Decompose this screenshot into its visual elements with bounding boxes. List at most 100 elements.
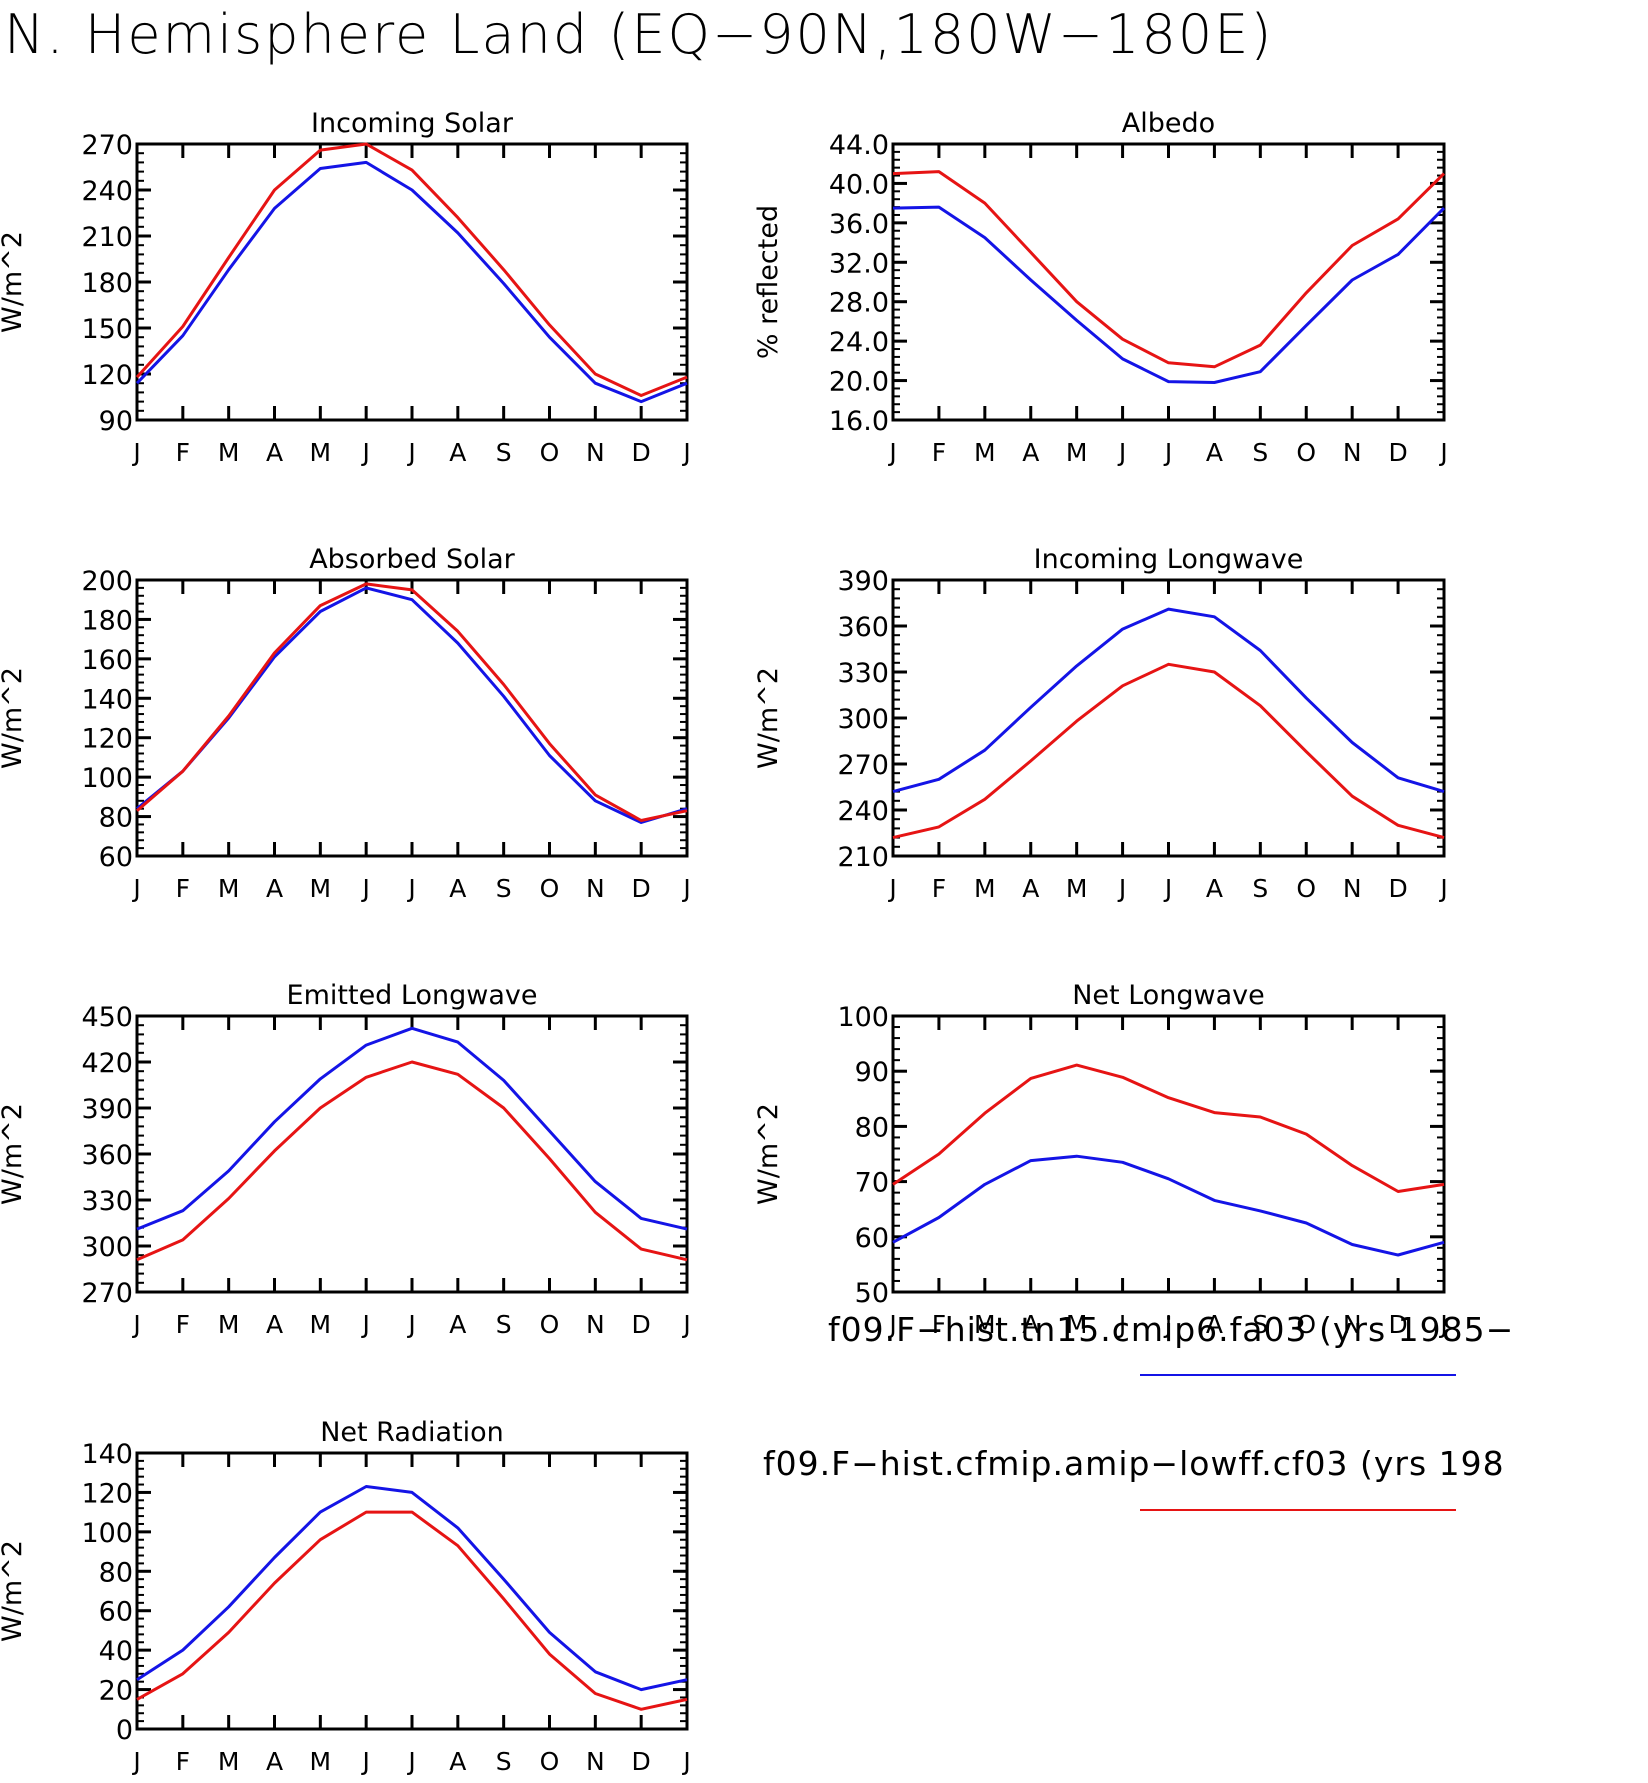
chart-6-xtick-label: A — [1022, 1310, 1039, 1339]
chart-1-xtick-label: S — [496, 438, 512, 467]
chart-7-xtick-label: M — [310, 1747, 332, 1776]
chart-1-xtick-label: A — [266, 438, 283, 467]
chart-6-xtick-label: J — [887, 1310, 896, 1339]
chart-6-ylabel: W/m^2 — [753, 1103, 784, 1205]
chart-4-ytick-label: 240 — [837, 796, 889, 827]
chart-4-xtick-label: F — [932, 874, 946, 903]
chart-3-ytick-label: 180 — [81, 605, 133, 636]
chart-1-ytick-label: 90 — [99, 406, 133, 437]
chart-3-ylabel: W/m^2 — [0, 667, 28, 769]
chart-1-xtick-label: J — [131, 438, 140, 467]
chart-1-series-2-line — [135, 142, 688, 397]
chart-3-xtick-label: F — [176, 874, 190, 903]
chart-5-ytick-label: 330 — [81, 1186, 133, 1217]
chart-2-ytick-label: 40.0 — [829, 169, 889, 200]
chart-7-ytick-label: 120 — [81, 1478, 133, 1509]
chart-5-xtick-label: J — [406, 1310, 415, 1339]
legend-entry-2-line — [1140, 1509, 1456, 1511]
chart-2-ylabel: % reflected — [753, 205, 784, 359]
chart-7-xtick-label: S — [496, 1747, 512, 1776]
chart-7-xtick-label: O — [540, 1747, 560, 1776]
chart-4-ytick-label: 210 — [837, 842, 889, 873]
chart-7-series-2-line — [136, 1510, 688, 1711]
chart-3-xtick-label: J — [360, 874, 369, 903]
chart-4-xtick-label: A — [1206, 874, 1223, 903]
chart-2-ytick-label: 24.0 — [829, 327, 889, 358]
chart-4-ytick-label: 300 — [837, 704, 889, 735]
chart-5-xtick-label: M — [310, 1310, 332, 1339]
chart-3-xtick-label: S — [496, 874, 512, 903]
chart-1-ytick-label: 210 — [81, 222, 133, 253]
chart-3-series-2-line — [136, 582, 688, 822]
chart-5-xtick-label: A — [449, 1310, 466, 1339]
chart-1-xtick-label: A — [449, 438, 466, 467]
chart-5-ytick-label: 270 — [81, 1278, 133, 1309]
chart-1-ytick-label: 120 — [81, 360, 133, 391]
chart-3-xtick-label: M — [218, 874, 240, 903]
chart-4-xtick-label: J — [1438, 874, 1447, 903]
chart-2-xtick-label: N — [1343, 438, 1362, 467]
chart-7-ytick-label: 0 — [116, 1715, 133, 1746]
legend-entry-2-label: f09.F−hist.cfmip.amip−lowff.cf03 (yrs 19… — [763, 1444, 1505, 1483]
chart-5-ytick-label: 450 — [81, 1002, 133, 1033]
chart-7-xtick-label: A — [449, 1747, 466, 1776]
chart-2-xtick-label: A — [1022, 438, 1039, 467]
chart-2-ytick-label: 32.0 — [829, 248, 889, 279]
chart-1-series-1-line — [135, 160, 688, 404]
chart-5-series-1-line — [136, 1026, 688, 1231]
chart-5-ytick-label: 360 — [81, 1140, 133, 1171]
chart-3-xtick-label: A — [266, 874, 283, 903]
chart-5-xtick-label: J — [131, 1310, 140, 1339]
chart-4-ytick-label: 360 — [837, 612, 889, 643]
chart-5-ytick-label: 390 — [81, 1094, 133, 1125]
chart-3-ytick-label: 80 — [99, 803, 133, 834]
chart-4-xtick-label: J — [887, 874, 896, 903]
chart-2-ytick-label: 36.0 — [829, 209, 889, 240]
chart-2-ytick-label: 44.0 — [829, 130, 889, 161]
chart-3-ytick-label: 100 — [81, 763, 133, 794]
chart-5-xtick-label: D — [632, 1310, 651, 1339]
chart-7-ytick-label: 40 — [99, 1636, 133, 1667]
chart-2-title: Albedo — [1122, 108, 1215, 139]
chart-4-xtick-label: M — [1066, 874, 1088, 903]
chart-7-ytick-label: 80 — [99, 1557, 133, 1588]
chart-2-xtick-label: J — [887, 438, 896, 467]
chart-7-ylabel: W/m^2 — [0, 1540, 28, 1642]
chart-7-xtick-label: N — [586, 1747, 605, 1776]
chart-1-xtick-label: J — [406, 438, 415, 467]
chart-6-series-2-line — [892, 1063, 1445, 1193]
chart-5-xtick-label: N — [586, 1310, 605, 1339]
chart-6-ytick-label: 100 — [837, 1002, 889, 1033]
chart-6-xtick-label: J — [1163, 1310, 1172, 1339]
chart-4-frame — [891, 578, 1446, 858]
chart-2-ytick-label: 20.0 — [829, 367, 889, 398]
chart-1-title: Incoming Solar — [311, 108, 514, 139]
chart-2-xtick-label: J — [1117, 438, 1126, 467]
chart-2-xtick-label: J — [1163, 438, 1172, 467]
chart-3-ytick-label: 60 — [99, 842, 133, 873]
chart-6-xtick-label: F — [932, 1310, 946, 1339]
chart-6-xtick-label: M — [1066, 1310, 1088, 1339]
legend-entry-1-line — [1140, 1374, 1456, 1376]
chart-5-xtick-label: J — [681, 1310, 690, 1339]
chart-1-ytick-label: 150 — [81, 314, 133, 345]
chart-6-series-1-line — [892, 1154, 1445, 1257]
chart-4-xtick-label: N — [1343, 874, 1362, 903]
chart-7-xtick-label: J — [406, 1747, 415, 1776]
chart-2-xtick-label: M — [1066, 438, 1088, 467]
chart-4-series-1-line — [892, 607, 1445, 794]
chart-1-ytick-label: 180 — [81, 268, 133, 299]
chart-4-xtick-label: M — [974, 874, 996, 903]
chart-6-ytick-label: 80 — [855, 1112, 889, 1143]
chart-2-series-1-line — [892, 205, 1446, 384]
chart-2-xtick-label: F — [932, 438, 946, 467]
chart-7-ytick-label: 60 — [99, 1597, 133, 1628]
chart-3-frame — [135, 578, 689, 858]
chart-4-title: Incoming Longwave — [1034, 544, 1304, 575]
chart-4-xtick-label: A — [1022, 874, 1039, 903]
chart-6-xtick-label: O — [1296, 1310, 1316, 1339]
chart-5-ytick-label: 300 — [81, 1232, 133, 1263]
chart-2-xtick-label: O — [1296, 438, 1316, 467]
chart-4-xtick-label: O — [1296, 874, 1316, 903]
